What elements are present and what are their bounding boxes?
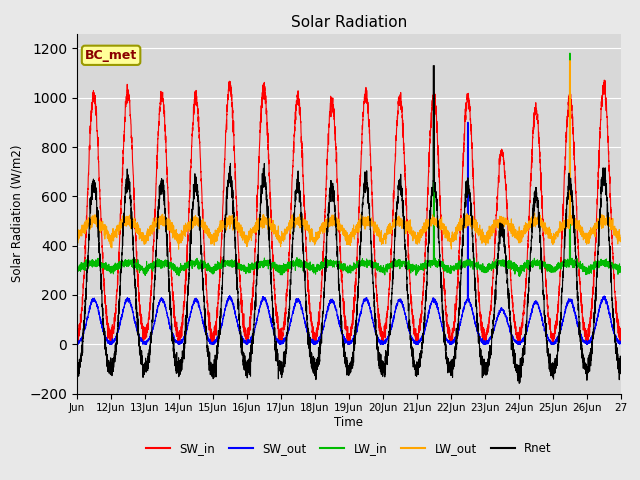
SW_out (73, 340, 81, 346)
SW_out (186, 314, 193, 320)
LW_in (525, 260, 532, 266)
LW_in (398, 259, 406, 265)
Rnet (498, 232, 506, 238)
Line: LW_out: LW_out (77, 61, 621, 249)
Rnet (539, 279, 547, 285)
Line: SW_in: SW_in (77, 80, 621, 344)
Rnet (186, 256, 193, 262)
Title: Solar Radiation: Solar Radiation (291, 15, 407, 30)
Line: Rnet: Rnet (77, 66, 621, 384)
Rnet (617, 371, 625, 376)
Rnet (525, 277, 532, 283)
LW_in (566, 50, 573, 56)
SW_in (107, 341, 115, 347)
Rnet (369, 274, 377, 279)
LW_out (617, 235, 625, 241)
SW_in (539, 219, 547, 225)
SW_in (600, 77, 608, 83)
LW_out (369, 222, 377, 228)
SW_in (73, 334, 81, 340)
LW_in (539, 262, 547, 267)
LW_out (539, 225, 547, 230)
SW_out (369, 319, 377, 325)
SW_in (617, 338, 625, 344)
SW_in (398, 114, 406, 120)
SW_out (464, 120, 472, 125)
SW_in (186, 195, 193, 201)
LW_out (186, 224, 193, 230)
Rnet (429, 63, 437, 69)
SW_in (369, 214, 377, 219)
SW_out (398, 299, 406, 305)
Text: BC_met: BC_met (85, 49, 137, 62)
X-axis label: Time: Time (334, 416, 364, 429)
LW_out (525, 219, 532, 225)
LW_in (516, 274, 524, 279)
Y-axis label: Solar Radiation (W/m2): Solar Radiation (W/m2) (11, 145, 24, 282)
SW_out (525, 320, 532, 325)
Legend: SW_in, SW_out, LW_in, LW_out, Rnet: SW_in, SW_out, LW_in, LW_out, Rnet (141, 437, 556, 460)
LW_out (73, 240, 81, 245)
SW_in (498, 152, 506, 158)
LW_out (175, 246, 182, 252)
LW_in (186, 261, 193, 266)
Rnet (398, 185, 406, 191)
SW_out (499, 306, 506, 312)
SW_out (107, 341, 115, 347)
SW_out (539, 319, 547, 325)
Line: SW_out: SW_out (77, 122, 621, 344)
LW_in (498, 258, 506, 264)
Line: LW_in: LW_in (77, 53, 621, 276)
LW_in (73, 267, 81, 273)
Rnet (73, 363, 81, 369)
SW_out (617, 339, 625, 345)
LW_out (498, 216, 506, 222)
LW_in (617, 267, 625, 273)
SW_in (525, 227, 532, 232)
LW_in (369, 259, 377, 265)
Rnet (515, 381, 523, 386)
LW_out (566, 58, 573, 64)
LW_out (398, 221, 406, 227)
